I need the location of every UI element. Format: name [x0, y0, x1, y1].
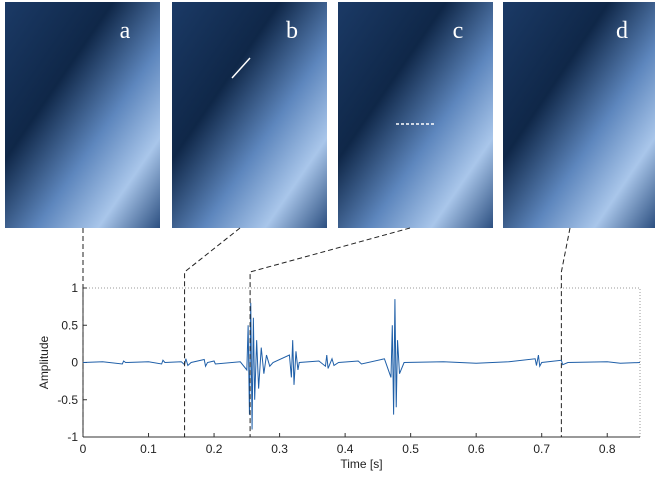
image-d: [503, 2, 655, 228]
x-tick-label: 0.8: [599, 442, 616, 456]
image-b: [172, 2, 327, 228]
x-tick-label: 0.7: [533, 442, 550, 456]
x-tick-label: 0.3: [271, 442, 288, 456]
panel-label: c: [453, 18, 464, 44]
y-tick-label: 0.5: [61, 318, 78, 332]
x-tick-label: 0.6: [468, 442, 485, 456]
arrow: [231, 57, 251, 79]
x-tick-label: 0.2: [206, 442, 223, 456]
panel-label: a: [120, 18, 131, 44]
panel-label: b: [286, 18, 298, 44]
image-c: [338, 2, 493, 228]
x-tick-label: 0.1: [140, 442, 157, 456]
frame-marker: [249, 227, 411, 437]
image-a: [5, 2, 160, 228]
y-tick-label: 0: [71, 356, 78, 370]
x-tick-label: 0.5: [402, 442, 419, 456]
waveform: [82, 299, 641, 430]
x-tick-label: 0.4: [337, 442, 354, 456]
frame-marker: [560, 227, 571, 437]
fluoroscopy-images: [5, 2, 655, 228]
y-tick-label: 1: [71, 281, 78, 295]
x-tick-label: 0: [80, 442, 87, 456]
frame-marker: [184, 227, 241, 437]
x-axis-label: Time [s]: [340, 457, 382, 471]
y-tick-label: -1: [67, 430, 78, 444]
y-axis-label: Amplitude: [37, 336, 51, 390]
y-tick-label: -0.5: [57, 393, 78, 407]
panel-label: d: [616, 18, 628, 44]
